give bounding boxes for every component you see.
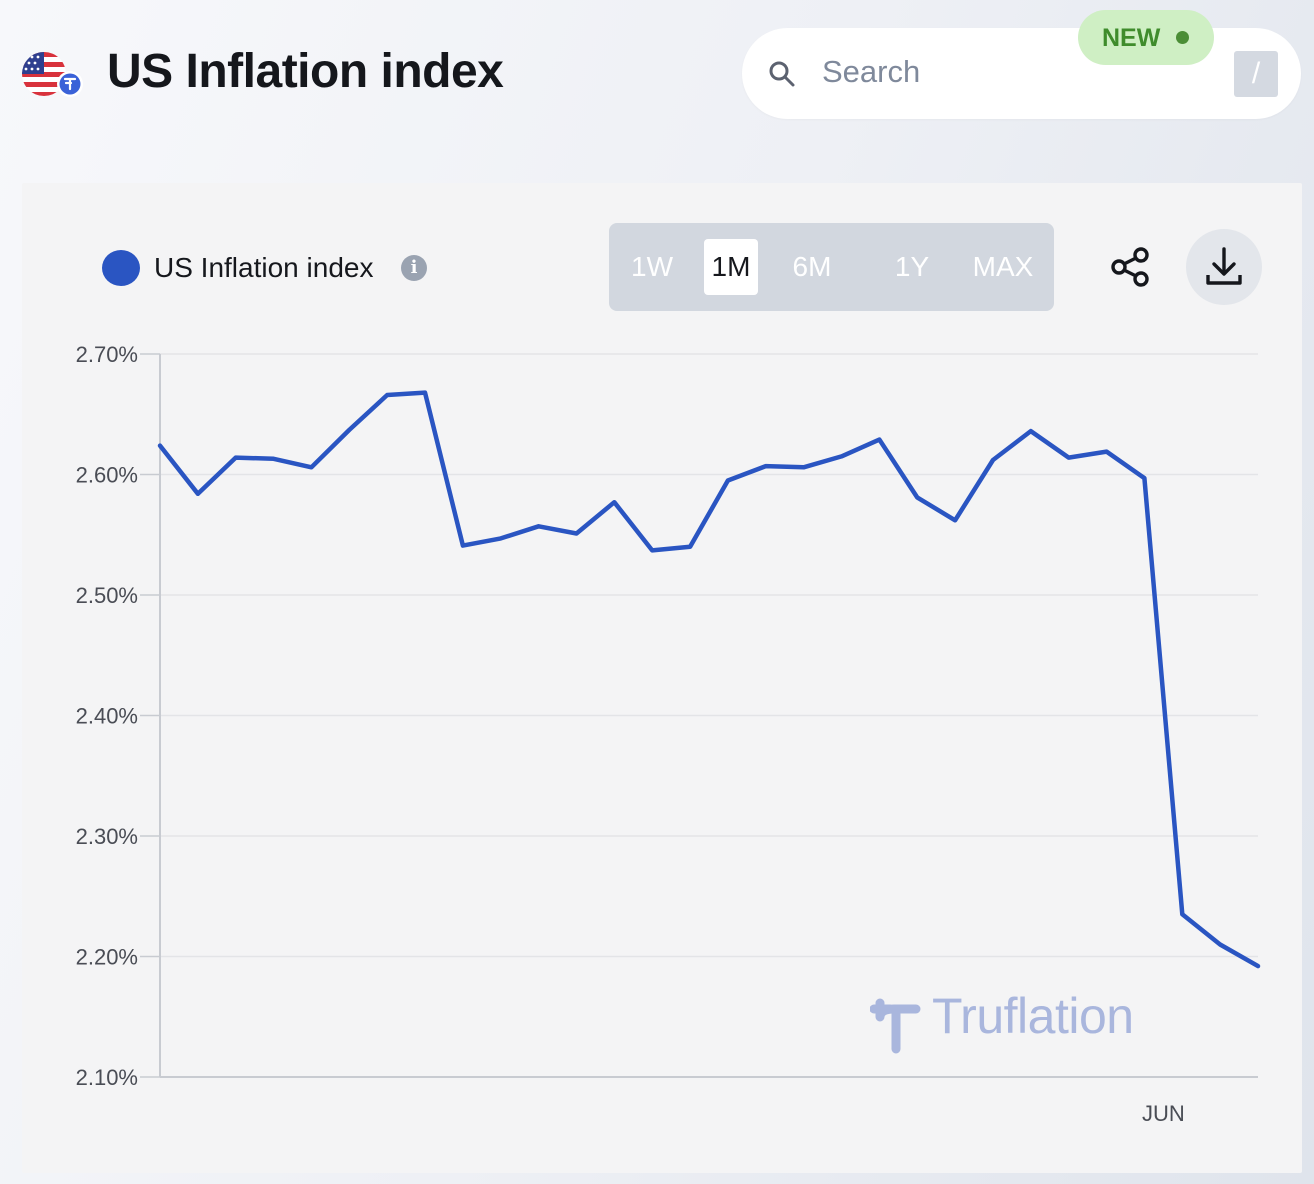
search-placeholder: Search: [822, 54, 921, 89]
new-badge-dot: [1176, 31, 1189, 44]
y-tick-label: 2.40%: [76, 704, 138, 729]
time-range-selector: 1W 1M 6M 1Y MAX: [609, 223, 1054, 311]
range-max-button[interactable]: MAX: [972, 251, 1034, 282]
search-shortcut-key: /: [1234, 51, 1278, 97]
new-badge-label: NEW: [1102, 24, 1161, 52]
search-icon: [769, 61, 795, 87]
chart-card: 2.70% 2.60% 2.50% 2.40% 2.30% 2.20% 2.10% JUN U…: [22, 183, 1302, 1173]
x-tick-label: JUN: [1142, 1101, 1185, 1126]
us-flag-icon: [22, 52, 83, 97]
y-tick-label: 2.70%: [76, 342, 138, 367]
y-tick-label: 2.60%: [76, 463, 138, 488]
range-1m-button[interactable]: 1M: [704, 239, 758, 295]
info-icon[interactable]: i: [401, 255, 427, 281]
legend-color-swatch: [102, 250, 140, 286]
new-badge: NEW: [1078, 10, 1214, 65]
y-tick-label: 2.10%: [76, 1065, 138, 1090]
range-6m-button[interactable]: 6M: [792, 251, 832, 282]
page-title: US Inflation index: [107, 45, 504, 98]
search-input[interactable]: Search /: [742, 28, 1301, 119]
legend-label: US Inflation index: [154, 252, 374, 283]
share-button[interactable]: [1092, 229, 1168, 305]
y-tick-label: 2.50%: [76, 583, 138, 608]
series-line-us-inflation-index[interactable]: [157, 390, 1261, 969]
download-icon: [1206, 247, 1242, 285]
watermark-text: Truflation: [932, 988, 1134, 1044]
range-1w-button[interactable]: 1W: [631, 251, 673, 282]
truflation-logo-icon: [869, 998, 921, 1054]
y-tick-label: 2.20%: [76, 945, 138, 970]
download-button[interactable]: [1186, 229, 1262, 305]
range-1y-button[interactable]: 1Y: [894, 251, 930, 282]
share-icon: [1111, 247, 1149, 287]
y-tick-label: 2.30%: [76, 824, 138, 849]
truflation-watermark: Truflation: [869, 988, 1134, 1060]
line-chart: 2.70% 2.60% 2.50% 2.40% 2.30% 2.20% 2.10% JUN: [76, 342, 1261, 1126]
